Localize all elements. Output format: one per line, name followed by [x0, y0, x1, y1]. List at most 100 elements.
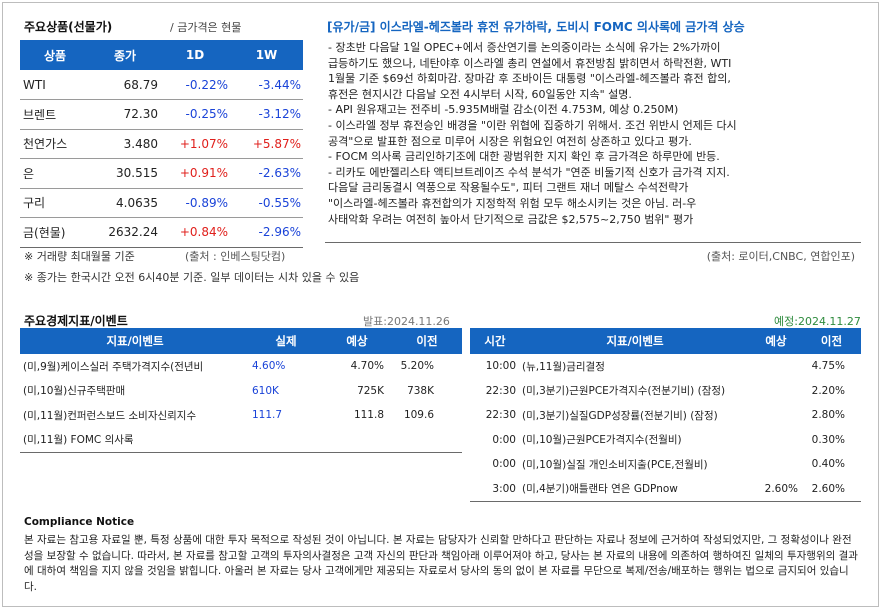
- commodity-1d-change: -0.25%: [160, 99, 230, 130]
- col-header-event: 지표/이벤트: [520, 328, 750, 354]
- indicator-forecast: [750, 428, 802, 453]
- col-header-1w: 1W: [230, 40, 303, 70]
- time-footnote: ※ 종가는 한국시간 오전 6시40분 기준. 일부 데이터는 시차 있을 수 …: [24, 271, 360, 284]
- commodity-name: 천연가스: [20, 129, 90, 159]
- commodity-close: 68.79: [90, 70, 160, 100]
- col-header-forecast: 예상: [750, 328, 802, 354]
- released-indicator-row: (미,10월)신규주택판매 610K 725K 738K: [20, 379, 462, 404]
- col-header-previous: 이전: [392, 328, 462, 354]
- indicator-event: (미,10월)신규주택판매: [23, 385, 126, 398]
- indicator-previous: 738K: [407, 384, 434, 397]
- indicator-previous: 5.20%: [400, 360, 434, 373]
- indicator-previous: 0.30%: [811, 433, 845, 446]
- commodity-name: 금(현물): [20, 217, 90, 248]
- indicator-forecast: [750, 452, 802, 477]
- commodities-source: (출처 : 인베스팅닷컴): [185, 250, 286, 263]
- commodity-1w-change: +5.87%: [230, 129, 303, 159]
- commodity-close: 4.0635: [90, 188, 160, 218]
- indicator-event: (미,9월)케이스실러 주택가격지수(전년비: [23, 360, 204, 373]
- scheduled-date: 예정:2024.11.27: [774, 315, 861, 328]
- indicator-time: 3:00: [470, 476, 520, 502]
- volume-footnote: ※ 거래량 최대월물 기준: [24, 250, 135, 263]
- news-box: - 장초반 다음달 1일 OPEC+에서 증산연기를 논의중이라는 소식에 유가…: [325, 40, 861, 243]
- commodity-1w-change: -3.12%: [230, 99, 303, 130]
- commodities-header-row: 상품 종가 1D 1W: [20, 40, 303, 70]
- col-header-actual: 실제: [250, 328, 322, 354]
- indicator-previous: 2.80%: [811, 409, 845, 422]
- news-title: [유가/금] 이스라엘-헤즈볼라 휴전 유가하락, 도비시 FOMC 의사록에 …: [327, 20, 745, 34]
- indicator-time: 0:00: [492, 458, 516, 471]
- commodity-row: 천연가스 3.480 +1.07% +5.87%: [20, 129, 303, 159]
- scheduled-indicator-row: 22:30 (미,3분기)실질GDP성장률(전분기비) (잠정) 2.80%: [470, 403, 861, 428]
- commodity-1d-change: -0.89%: [160, 188, 230, 218]
- col-header-time: 시간: [470, 328, 520, 354]
- commodity-row: 구리 4.0635 -0.89% -0.55%: [20, 188, 303, 218]
- commodities-note: / 금가격은 현물: [170, 21, 242, 34]
- released-indicator-row: (미,9월)케이스실러 주택가격지수(전년비 4.60% 4.70% 5.20%: [20, 354, 462, 379]
- indicator-forecast: [750, 379, 802, 404]
- released-indicator-row: (미,11월) FOMC 의사록: [20, 427, 462, 453]
- indicator-event: (미,3분기)실질GDP성장률(전분기비) (잠정): [522, 409, 718, 422]
- indicator-previous: 109.6: [403, 409, 434, 422]
- indicator-previous: 2.60%: [802, 476, 861, 502]
- commodity-1d-change: +1.07%: [160, 129, 230, 159]
- commodity-1w-change: -0.55%: [230, 188, 303, 218]
- indicator-forecast: [322, 427, 392, 453]
- commodity-row: 금(현물) 2632.24 +0.84% -2.96%: [20, 217, 303, 248]
- col-header-event: 지표/이벤트: [20, 328, 250, 354]
- col-header-previous: 이전: [802, 328, 861, 354]
- indicator-forecast: [750, 403, 802, 428]
- commodity-row: WTI 68.79 -0.22% -3.44%: [20, 70, 303, 100]
- news-source: (출처: 로이터,CNBC, 연합인포): [706, 250, 855, 263]
- indicator-forecast: 111.8: [353, 409, 384, 422]
- indicator-event: (미,3분기)근원PCE가격지수(전분기비) (잠정): [522, 385, 726, 398]
- scheduled-indicator-row: 3:00 (미,4분기)애틀랜타 연은 GDPnow 2.60% 2.60%: [470, 476, 861, 502]
- commodity-1w-change: -3.44%: [230, 70, 303, 100]
- commodity-name: 은: [20, 158, 90, 189]
- indicator-time: 22:30: [485, 409, 516, 422]
- scheduled-indicator-row: 0:00 (미,10월)근원PCE가격지수(전월비) 0.30%: [470, 428, 861, 453]
- released-header-row: 지표/이벤트 실제 예상 이전: [20, 328, 462, 354]
- indicator-forecast: 725K: [357, 384, 384, 397]
- commodities-title: 주요상품(선물가): [24, 20, 113, 34]
- indicator-actual: 610K: [252, 384, 279, 397]
- compliance-text: 본 자료는 참고용 자료일 뿐, 특정 상품에 대한 투자 목적으로 작성된 것…: [24, 534, 858, 593]
- indicators-title: 주요경제지표/이벤트: [24, 314, 128, 328]
- scheduled-indicator-row: 22:30 (미,3분기)근원PCE가격지수(전분기비) (잠정) 2.20%: [470, 379, 861, 404]
- commodity-1w-change: -2.96%: [230, 217, 303, 248]
- indicator-actual: 111.7: [252, 409, 283, 422]
- indicator-event: (미,4분기)애틀랜타 연은 GDPnow: [520, 476, 750, 502]
- indicator-previous: [392, 427, 462, 453]
- commodity-1d-change: -0.22%: [160, 70, 230, 100]
- indicator-forecast: [750, 354, 802, 379]
- col-header-forecast: 예상: [322, 328, 392, 354]
- released-date: 발표:2024.11.26: [363, 315, 450, 328]
- released-indicator-row: (미,11월)컨퍼런스보드 소비자신뢰지수 111.7 111.8 109.6: [20, 403, 462, 428]
- indicator-event: (미,10월)실질 개인소비지출(PCE,전월비): [522, 458, 708, 471]
- col-header-close: 종가: [90, 40, 160, 70]
- indicator-time: 10:00: [485, 360, 516, 373]
- indicator-previous: 2.20%: [811, 384, 845, 397]
- indicator-time: 0:00: [492, 433, 516, 446]
- col-header-product: 상품: [20, 40, 90, 70]
- indicator-previous: 4.75%: [811, 360, 845, 373]
- indicator-actual: [250, 427, 322, 453]
- scheduled-indicator-row: 0:00 (미,10월)실질 개인소비지출(PCE,전월비) 0.40%: [470, 452, 861, 477]
- commodity-1d-change: +0.84%: [160, 217, 230, 248]
- commodity-row: 브렌트 72.30 -0.25% -3.12%: [20, 99, 303, 130]
- indicator-forecast: 2.60%: [750, 476, 802, 502]
- scheduled-indicator-row: 10:00 (뉴,11월)금리결정 4.75%: [470, 354, 861, 379]
- compliance-title: Compliance Notice: [24, 516, 135, 528]
- commodity-1w-change: -2.63%: [230, 158, 303, 189]
- commodity-close: 30.515: [90, 158, 160, 189]
- indicator-actual: 4.60%: [252, 360, 286, 373]
- commodity-close: 72.30: [90, 99, 160, 130]
- indicator-event: (뉴,11월)금리결정: [522, 360, 605, 373]
- commodity-close: 2632.24: [90, 217, 160, 248]
- indicator-event: (미,11월) FOMC 의사록: [20, 427, 250, 453]
- col-header-1d: 1D: [160, 40, 230, 70]
- scheduled-header-row: 시간 지표/이벤트 예상 이전: [470, 328, 861, 354]
- commodity-close: 3.480: [90, 129, 160, 159]
- commodity-name: WTI: [20, 70, 90, 100]
